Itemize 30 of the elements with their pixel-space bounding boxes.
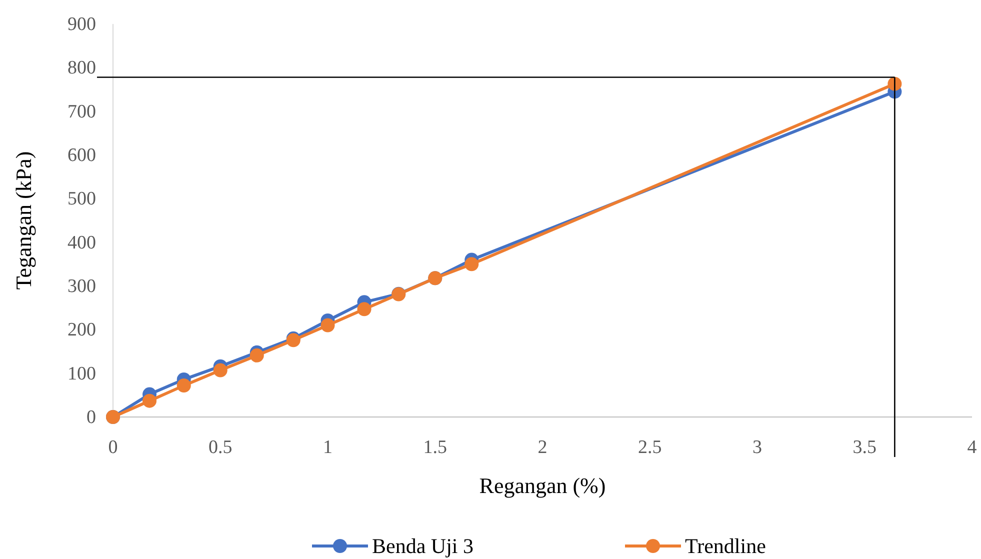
y-tick-label: 0 <box>86 407 96 428</box>
point <box>142 394 157 408</box>
x-axis-title: Regangan (%) <box>479 473 606 498</box>
point <box>250 348 264 362</box>
y-axis-title: Tegangan (kPa) <box>11 151 36 290</box>
legend-label: Trendline <box>685 534 766 558</box>
y-tick-label: 200 <box>68 320 96 341</box>
x-tick-label: 3 <box>752 437 762 458</box>
y-tick-label: 500 <box>68 188 96 210</box>
x-tick-label: 2 <box>538 437 548 458</box>
y-tick-label: 700 <box>68 101 96 122</box>
y-tick-label: 900 <box>68 14 96 35</box>
point <box>176 378 191 393</box>
y-tick-label: 800 <box>68 58 96 79</box>
x-tick-label: 1.5 <box>423 437 447 458</box>
y-tick-label: 100 <box>68 363 96 384</box>
x-tick-label: 4 <box>967 437 978 458</box>
x-tick-label: 2.5 <box>638 437 662 458</box>
y-tick-label: 600 <box>68 145 96 166</box>
x-tick-label: 1 <box>323 437 332 458</box>
y-tick-label: 400 <box>68 232 96 254</box>
point <box>320 318 335 332</box>
x-tick-label: 3.5 <box>852 437 876 458</box>
x-tick-label: 0.5 <box>208 437 232 458</box>
y-tick-label: 300 <box>68 276 96 297</box>
x-tick-label: 0 <box>108 437 118 458</box>
legend-label: Benda Uji 3 <box>372 534 474 558</box>
point <box>213 363 228 378</box>
point <box>357 302 372 316</box>
point <box>464 257 479 272</box>
